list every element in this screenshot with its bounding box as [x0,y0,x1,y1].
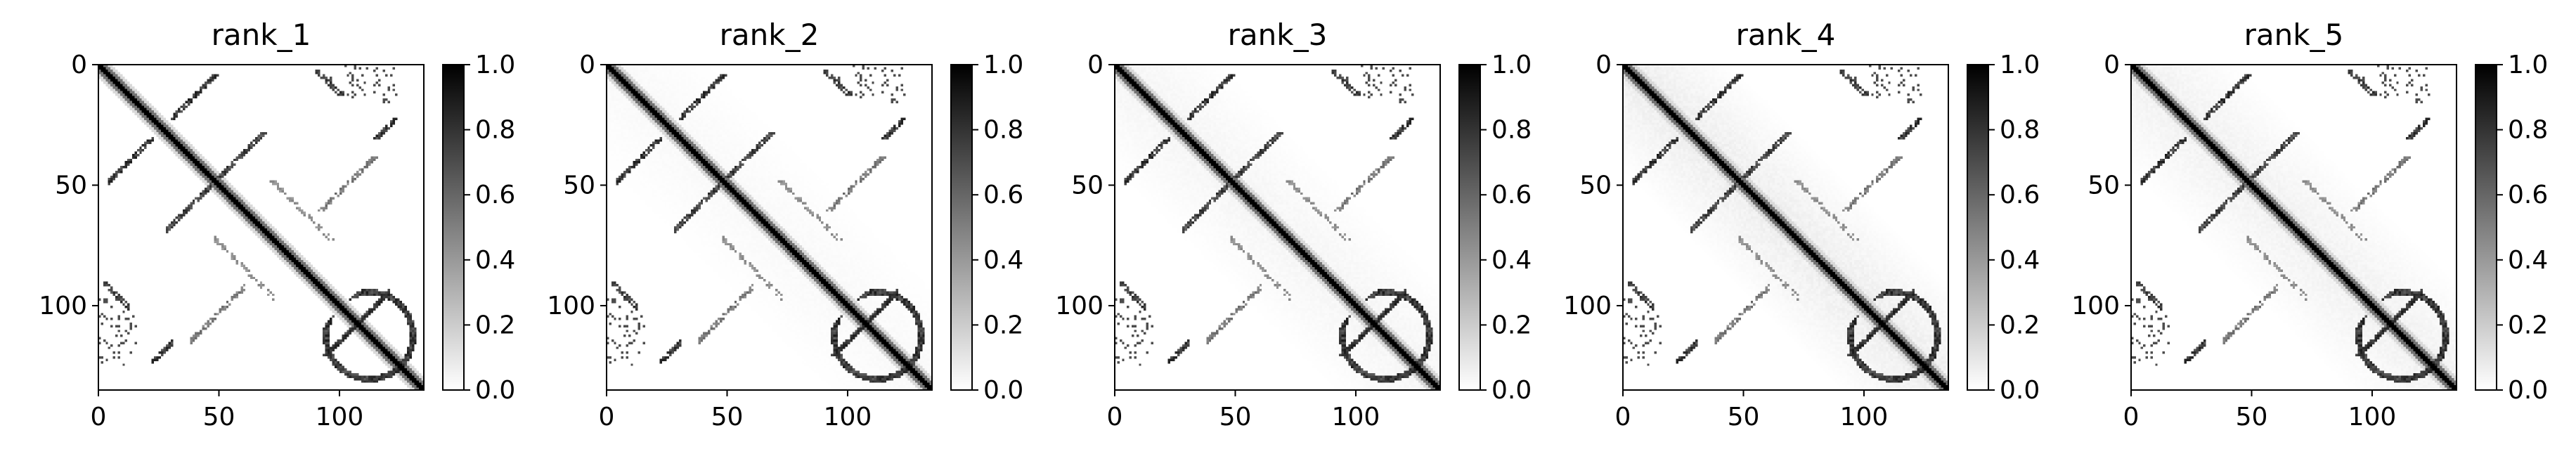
colorbar-tick-label: 1.0 [983,51,1023,79]
y-tick-label: 50 [563,171,595,200]
heatmap-panel: rank_5 0 0 50 50 100 100 0.0 0.2 0.4 0.6 0.8 1.0 [2071,18,2548,431]
y-tick-label: 50 [1579,171,1612,200]
colorbar-tick-label: 0.2 [2000,311,2040,339]
panel-title: rank_2 [720,18,820,52]
colorbar-tick-label: 0.6 [2508,181,2548,209]
colorbar-tick-label: 0.0 [2000,376,2040,405]
panel-title: rank_5 [2244,18,2344,52]
colorbar [1458,64,1481,391]
heatmap-image [98,65,424,390]
colorbar-tick-label: 0.2 [475,311,515,339]
x-tick-label: 0 [91,403,107,431]
heatmap-image [607,65,932,390]
axes-frame [2130,64,2457,391]
colorbar-tick-label: 1.0 [1491,51,1532,79]
axes-frame [1114,64,1441,391]
colorbar-tick-label: 0.8 [2000,116,2040,145]
heatmap-panel: rank_4 0 0 50 50 100 100 0.0 0.2 0.4 0.6 0.8 1.0 [1563,18,2040,431]
colorbar-tick-label: 0.0 [1491,376,1532,405]
colorbar [1967,64,1989,391]
colorbar-tick-label: 0.4 [2000,246,2040,275]
y-tick-label: 100 [1055,292,1103,320]
x-tick-label: 50 [1219,403,1252,431]
colorbar-tick-label: 0.6 [2000,181,2040,209]
x-tick-label: 100 [824,403,872,431]
colorbar-tick-label: 0.8 [475,116,515,145]
colorbar-tick-label: 1.0 [2000,51,2040,79]
heatmap-panel: rank_2 0 0 50 50 100 100 0.0 0.2 0.4 0.6 0.8 1.0 [547,18,1023,431]
panel-title: rank_4 [1736,18,1836,52]
y-tick-label: 50 [2088,171,2120,200]
colorbar-tick-label: 0.8 [2508,116,2548,145]
colorbar [442,64,465,391]
x-tick-label: 100 [1840,403,1889,431]
colorbar [2475,64,2497,391]
heatmap-image [1115,65,1440,390]
panel-title: rank_3 [1228,18,1328,52]
panel-title: rank_1 [212,18,311,52]
colorbar-tick-label: 0.6 [1491,181,1532,209]
x-tick-label: 0 [1615,403,1631,431]
x-tick-label: 0 [599,403,615,431]
colorbar-tick-label: 0.8 [983,116,1023,145]
colorbar-tick-label: 0.4 [2508,246,2548,275]
colorbar-tick-label: 0.6 [983,181,1023,209]
axes-frame [1622,64,1949,391]
heatmap-image [2131,65,2457,390]
x-tick-label: 100 [316,403,364,431]
y-tick-label: 100 [547,292,595,320]
colorbar-tick-label: 0.0 [475,376,515,405]
axes-frame [98,64,425,391]
y-tick-label: 0 [2104,51,2120,79]
colorbar-tick-label: 0.2 [983,311,1023,339]
colorbar-tick-label: 0.6 [475,181,515,209]
colorbar-tick-label: 0.0 [2508,376,2548,405]
y-tick-label: 50 [1071,171,1103,200]
colorbar-tick-label: 1.0 [2508,51,2548,79]
colorbar-tick-label: 1.0 [475,51,515,79]
colorbar-tick-label: 0.8 [1491,116,1532,145]
colorbar-tick-label: 0.2 [1491,311,1532,339]
x-tick-label: 50 [1728,403,1760,431]
x-tick-label: 0 [2123,403,2140,431]
axes-frame [606,64,933,391]
y-tick-label: 100 [39,292,87,320]
heatmap-panel: rank_3 0 0 50 50 100 100 0.0 0.2 0.4 0.6 0.8 1.0 [1055,18,1532,431]
y-tick-label: 0 [1596,51,1612,79]
x-tick-label: 0 [1107,403,1123,431]
x-tick-label: 50 [203,403,235,431]
x-tick-label: 100 [2348,403,2397,431]
colorbar-tick-label: 0.0 [983,376,1023,405]
colorbar-tick-label: 0.2 [2508,311,2548,339]
colorbar-tick-label: 0.4 [983,246,1023,275]
y-tick-label: 0 [71,51,87,79]
x-tick-label: 50 [711,403,744,431]
x-tick-label: 50 [2236,403,2268,431]
colorbar-tick-label: 0.4 [475,246,515,275]
y-tick-label: 50 [55,171,87,200]
heatmap-panel: rank_1 0 0 50 50 100 100 0.0 0.2 0.4 0.6 0.8 1.0 [39,18,515,431]
colorbar-tick-label: 0.4 [1491,246,1532,275]
y-tick-label: 0 [579,51,595,79]
colorbar [950,64,973,391]
y-tick-label: 0 [1087,51,1103,79]
x-tick-label: 100 [1332,403,1380,431]
heatmap-image [1623,65,1948,390]
y-tick-label: 100 [1563,292,1612,320]
y-tick-label: 100 [2071,292,2120,320]
